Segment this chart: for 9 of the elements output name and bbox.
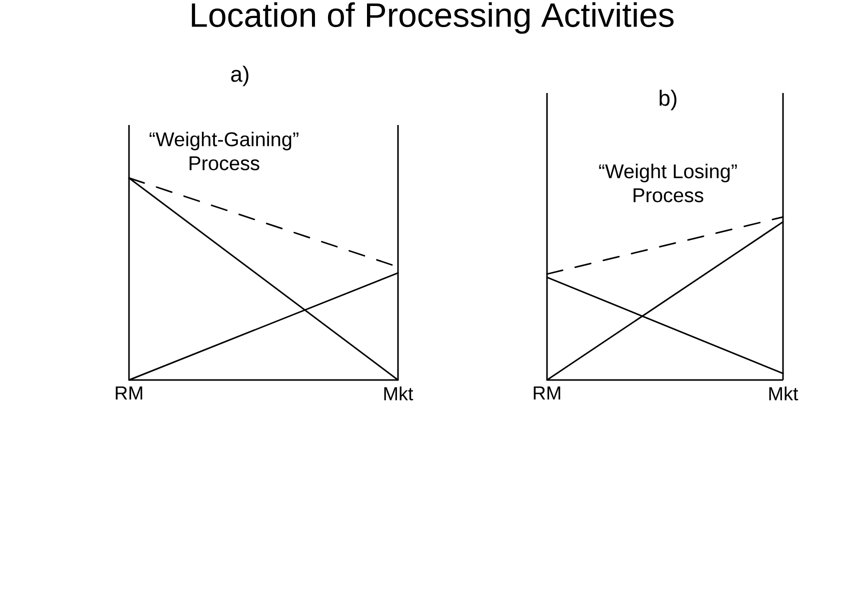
x-tick-label: Mkt (769, 386, 798, 400)
text: “Weight-Gaining” Process (150, 132, 298, 170)
x-tick-label: RM (116, 386, 142, 400)
text: “Weight Losing” Process (599, 164, 737, 202)
x-tick-label: Mkt (384, 386, 414, 400)
chart-subtitle: a) (231, 66, 248, 86)
x-tick-label: RM (534, 386, 560, 400)
chart-subtitle: b) (660, 90, 676, 110)
chart-title: Location of Processing Activities (192, 2, 674, 34)
